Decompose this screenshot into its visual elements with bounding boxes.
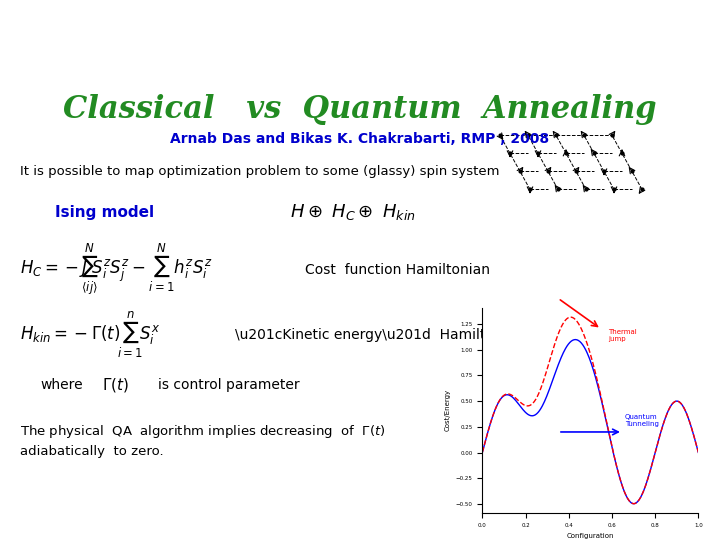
Text: Classical   vs  Quantum  Annealing: Classical vs Quantum Annealing bbox=[63, 94, 657, 125]
X-axis label: Configuration: Configuration bbox=[567, 534, 614, 539]
Text: Thermal
jump: Thermal jump bbox=[608, 329, 636, 342]
Text: $\Gamma(t)$: $\Gamma(t)$ bbox=[102, 376, 129, 394]
Y-axis label: Cost/Energy: Cost/Energy bbox=[444, 389, 450, 431]
Text: $H\oplus\ H_C\oplus\ H_{kin}$: $H\oplus\ H_C\oplus\ H_{kin}$ bbox=[290, 202, 415, 222]
Text: It is possible to map optimization problem to some (glassy) spin system: It is possible to map optimization probl… bbox=[20, 165, 500, 178]
Text: where: where bbox=[40, 378, 83, 392]
Text: ITMO UNIVERSITY: ITMO UNIVERSITY bbox=[86, 26, 266, 44]
Text: $H_C = -J\!\!\sum_{\langle ij\rangle}^{N}\!\! S_i^z S_j^z - \sum_{i=1}^{N} h_i^z: $H_C = -J\!\!\sum_{\langle ij\rangle}^{N… bbox=[20, 242, 212, 297]
Text: $H_{kin} = -\Gamma(t)\!\sum_{i=1}^{n}\! S_i^x$: $H_{kin} = -\Gamma(t)\!\sum_{i=1}^{n}\! … bbox=[20, 309, 161, 360]
Text: Arnab Das and Bikas K. Chakrabarti, RMP , 2008: Arnab Das and Bikas K. Chakrabarti, RMP … bbox=[171, 132, 549, 146]
Text: The physical  QA  algorithm implies decreasing  of  $\Gamma(t)$: The physical QA algorithm implies decrea… bbox=[20, 423, 386, 440]
Text: adiabatically  to zero.: adiabatically to zero. bbox=[20, 446, 163, 458]
Text: Cost  function Hamiltonian: Cost function Hamiltonian bbox=[305, 262, 490, 276]
Text: is control parameter: is control parameter bbox=[158, 378, 300, 392]
Text: Ising model: Ising model bbox=[55, 205, 154, 220]
Text: Quantum
Tunneling: Quantum Tunneling bbox=[625, 414, 659, 427]
Text: \u201cKinetic energy\u201d  Hamiltonian: \u201cKinetic energy\u201d Hamiltonian bbox=[235, 328, 524, 342]
